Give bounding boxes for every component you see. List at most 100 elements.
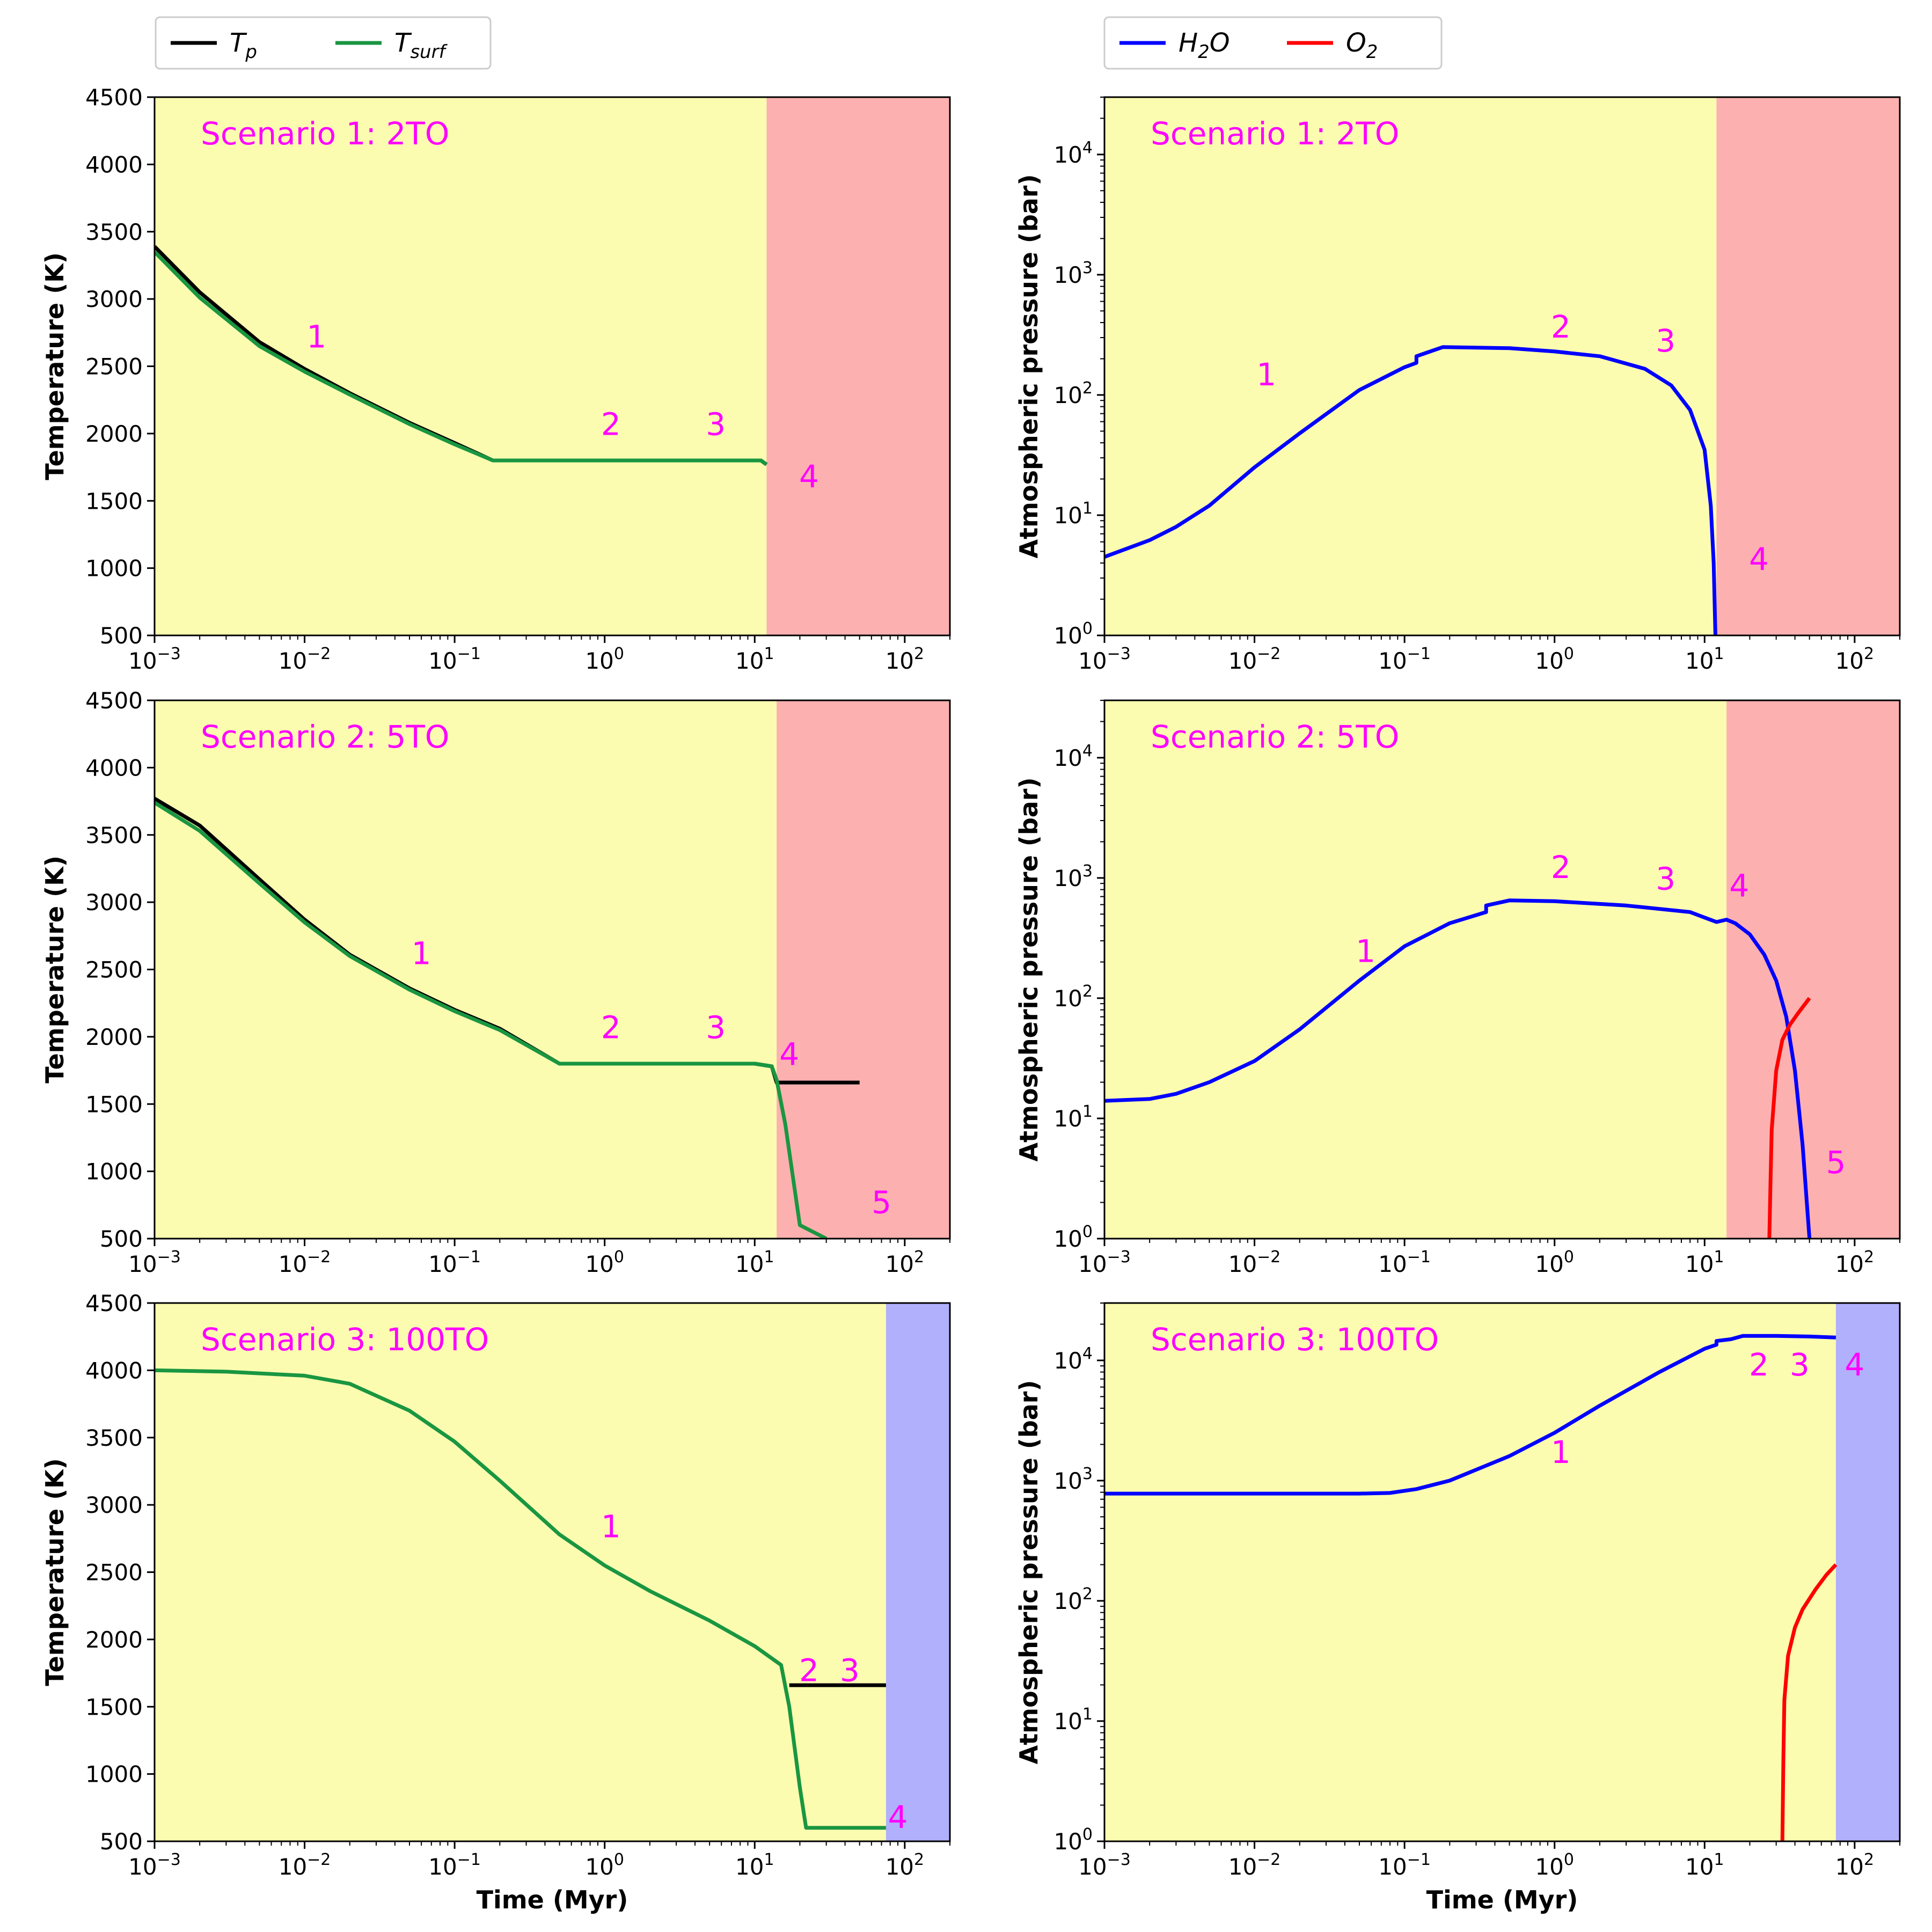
- x-tick-label: 102: [1835, 1850, 1875, 1880]
- y-tick-label: 4000: [85, 755, 143, 781]
- y-tick-label: 102: [1053, 1585, 1093, 1614]
- y-tick-label: 2000: [85, 1024, 143, 1050]
- phase-shading-phase_yellow: [1104, 1303, 1836, 1841]
- stage-annotation: 1: [306, 318, 326, 355]
- legend-pressure: H2O O2: [1103, 16, 1443, 70]
- y-tick-label: 4500: [85, 1290, 143, 1316]
- axes-frame: [1103, 96, 1901, 636]
- x-tick-label: 100: [1535, 1248, 1574, 1277]
- y-tick-label: 2500: [85, 354, 143, 380]
- stage-annotation: 1: [1356, 933, 1375, 970]
- legend-label-O2: O2: [1346, 28, 1378, 63]
- y-tick-label: 1500: [85, 1091, 143, 1117]
- x-tick-label: 102: [885, 645, 925, 674]
- stage-annotation: 2: [601, 406, 621, 442]
- y-axis-label: Atmospheric pressure (bar): [1014, 174, 1043, 558]
- x-tick-label: 100: [585, 1248, 624, 1277]
- panel-temp-s3: 10−3 10−2 10−1 100 101 102 500 1000 1500 2000 2500…: [40, 1290, 951, 1914]
- x-tick-label: 10−3: [1078, 1248, 1131, 1277]
- y-tick-label: 500: [100, 623, 143, 649]
- x-tick-label: 102: [1835, 645, 1875, 674]
- phase-shading-phase_blue: [1835, 1303, 1900, 1841]
- panel-temp-s1: 10−3 10−2 10−1 100 101 102 500 1000 1500 2000 2500…: [40, 84, 951, 674]
- y-tick-label: 3500: [85, 1425, 143, 1451]
- y-tick-label: 3000: [85, 1492, 143, 1518]
- axes-frame: [1103, 1302, 1901, 1842]
- y-axis-label: Atmospheric pressure (bar): [1014, 777, 1043, 1161]
- legend-frame: [1103, 16, 1443, 70]
- series-group: [155, 245, 768, 466]
- stage-annotation: 2: [1749, 1346, 1769, 1383]
- y-tick-label: 103: [1053, 259, 1093, 288]
- series-group: [155, 796, 860, 1239]
- x-tick-label: 10−1: [1378, 1248, 1431, 1277]
- legend-label-H2O: H2O: [1179, 28, 1230, 63]
- y-tick-label: 4500: [85, 84, 143, 111]
- y-tick-label: 104: [1053, 1344, 1093, 1374]
- stage-annotation: 3: [1656, 323, 1675, 359]
- x-tick-label: 10−1: [428, 645, 481, 674]
- scenario-title: Scenario 2: 5TO: [201, 719, 449, 755]
- stage-annotation: 1: [1551, 1434, 1571, 1470]
- stage-annotation: 4: [1729, 868, 1749, 904]
- y-tick-label: 104: [1053, 138, 1093, 168]
- series-group: [155, 1368, 886, 1830]
- x-tick-label: 10−3: [1078, 645, 1131, 674]
- x-tick-label: 10−2: [1228, 1850, 1281, 1880]
- y-tick-label: 500: [100, 1828, 143, 1855]
- scenario-title: Scenario 1: 2TO: [1151, 115, 1399, 152]
- x-tick-label: 10−3: [1078, 1850, 1131, 1880]
- phase-shading-phase_red: [766, 97, 950, 635]
- phase-shading-phase_red: [1716, 97, 1900, 635]
- y-tick-label: 100: [1053, 1825, 1093, 1855]
- y-tick-label: 102: [1053, 379, 1093, 408]
- scenario-title: Scenario 3: 100TO: [1151, 1321, 1439, 1358]
- stage-annotation: 1: [1256, 356, 1276, 393]
- stage-annotation: 5: [872, 1184, 891, 1220]
- phase-shading-phase_yellow: [155, 97, 767, 635]
- y-tick-label: 2500: [85, 1560, 143, 1586]
- x-tick-label: 102: [885, 1248, 925, 1277]
- series-group: [1104, 898, 1812, 1239]
- series-line-O2: [1767, 997, 1811, 1239]
- y-tick-label: 104: [1053, 742, 1093, 771]
- y-tick-label: 3000: [85, 889, 143, 916]
- phase-shading-phase_blue: [885, 1303, 950, 1841]
- phase-shading-phase_yellow: [155, 1303, 886, 1841]
- panel-temp-s2: 10−3 10−2 10−1 100 101 102 500 1000 1500 2000 2500…: [40, 687, 951, 1277]
- y-tick-label: 1000: [85, 1159, 143, 1185]
- stage-annotation: 3: [1790, 1346, 1810, 1383]
- stage-annotation: 4: [799, 458, 819, 495]
- y-tick-label: 4500: [85, 687, 143, 714]
- x-tick-label: 10−2: [279, 1850, 331, 1880]
- series-line-Tsurf: [155, 1368, 886, 1830]
- legend-temperature: Tp Tsurf: [155, 16, 492, 70]
- y-tick-label: 2500: [85, 957, 143, 983]
- legend-label-Tp: Tp: [230, 28, 257, 63]
- y-tick-label: 4000: [85, 1357, 143, 1384]
- y-tick-label: 101: [1053, 1705, 1093, 1735]
- stage-annotation: 4: [888, 1799, 908, 1835]
- x-tick-label: 100: [585, 1850, 624, 1880]
- stage-annotation: 2: [1551, 309, 1571, 345]
- series-line-Tsurf: [155, 250, 768, 466]
- y-axis-label: Atmospheric pressure (bar): [1014, 1380, 1043, 1764]
- x-tick-label: 10−1: [428, 1850, 481, 1880]
- stage-annotation: 4: [1845, 1346, 1864, 1383]
- x-tick-label: 101: [1685, 645, 1724, 674]
- x-tick-label: 10−3: [128, 645, 181, 674]
- x-tick-label: 101: [1685, 1248, 1724, 1277]
- x-axis-label: Time (Myr): [477, 1885, 628, 1914]
- series-line-H2O: [1104, 1334, 1836, 1496]
- panel-pres-s1: 10−3 10−2 10−1 100 101 102 100 101 102 103 104 Atmo…: [1014, 96, 1901, 674]
- y-axis-label: Temperature (K): [40, 855, 69, 1084]
- phase-shading-phase_yellow: [1104, 700, 1727, 1239]
- y-tick-label: 4000: [85, 151, 143, 178]
- y-tick-label: 3000: [85, 286, 143, 312]
- stage-annotation: 3: [706, 1009, 726, 1045]
- stage-annotation: 1: [601, 1508, 621, 1545]
- y-tick-label: 100: [1053, 619, 1093, 649]
- stage-annotation: 3: [840, 1652, 860, 1689]
- stage-annotation: 5: [1826, 1144, 1846, 1181]
